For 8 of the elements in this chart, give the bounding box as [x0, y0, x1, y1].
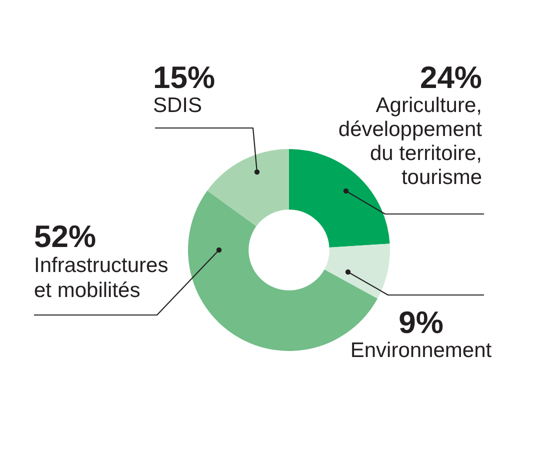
data-label: 15% [153, 60, 216, 95]
data-label: 9% [398, 305, 444, 340]
data-label: 52% [34, 219, 96, 254]
data-label: 24% [420, 60, 482, 95]
slice-label: SDIS [153, 94, 202, 117]
slice-label: Environnement [350, 339, 492, 362]
slice-label: Agriculture, développement du territoire, tourisme [338, 94, 482, 189]
slice-label: Infrastructures et mobilités [34, 254, 168, 302]
